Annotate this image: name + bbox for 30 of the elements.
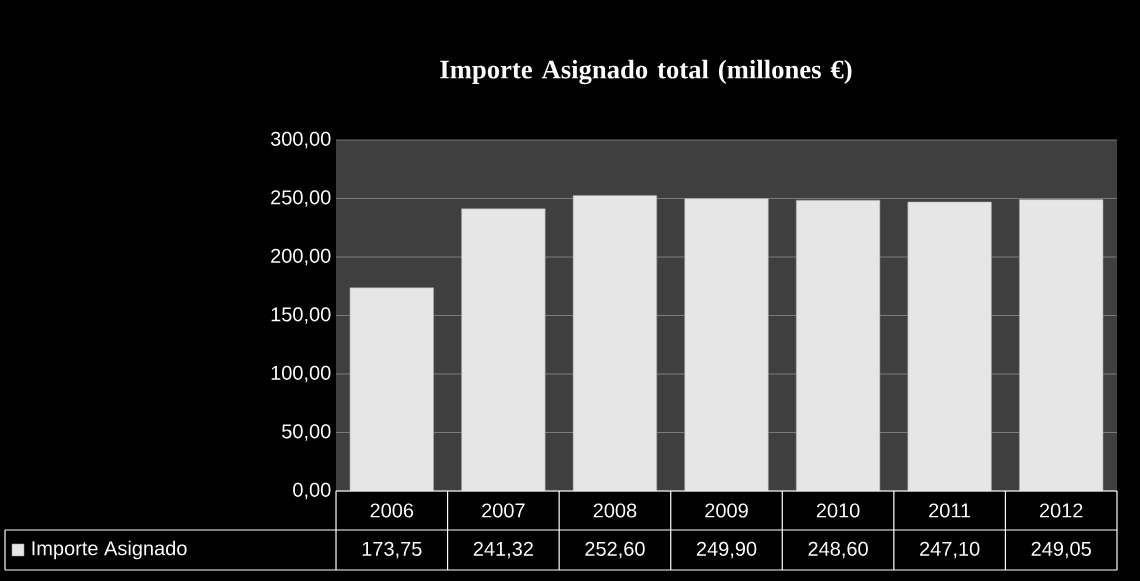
x-tick-label: 2006 (370, 503, 414, 518)
bar (907, 201, 992, 492)
data-label: 241,32 (473, 541, 533, 559)
x-tick-label: 2008 (593, 503, 637, 518)
y-tick-label: 150,00 (271, 307, 331, 324)
data-label: 252,60 (585, 541, 645, 559)
bar (572, 195, 658, 492)
chart-title: Importe Asignado total (millones €) (440, 59, 852, 85)
x-tick-label: 2009 (705, 503, 748, 518)
y-tick-label: 100,00 (271, 365, 331, 383)
x-tick-label: 2012 (1039, 503, 1083, 518)
y-tick-label: 0,00 (293, 482, 331, 500)
y-tick-label: 250,00 (271, 190, 331, 207)
bar (1019, 199, 1104, 492)
data-label: 247,10 (920, 541, 980, 559)
legend-label: Importe Asignado (32, 540, 187, 560)
x-tick-label: 2007 (482, 503, 525, 518)
bar (349, 287, 434, 492)
y-tick-label: 50,00 (282, 424, 331, 441)
data-label: 173,75 (362, 541, 422, 559)
bar (461, 208, 546, 492)
y-tick-label: 300,00 (270, 131, 331, 149)
data-label: 248,60 (808, 541, 868, 559)
bar (684, 198, 769, 492)
data-label: 249,05 (1031, 541, 1091, 559)
data-label: 249,90 (696, 541, 757, 559)
x-tick-label: 2010 (816, 503, 860, 518)
y-tick-label: 200,00 (271, 248, 331, 266)
bar (795, 199, 881, 492)
x-tick-label: 2011 (929, 503, 971, 518)
